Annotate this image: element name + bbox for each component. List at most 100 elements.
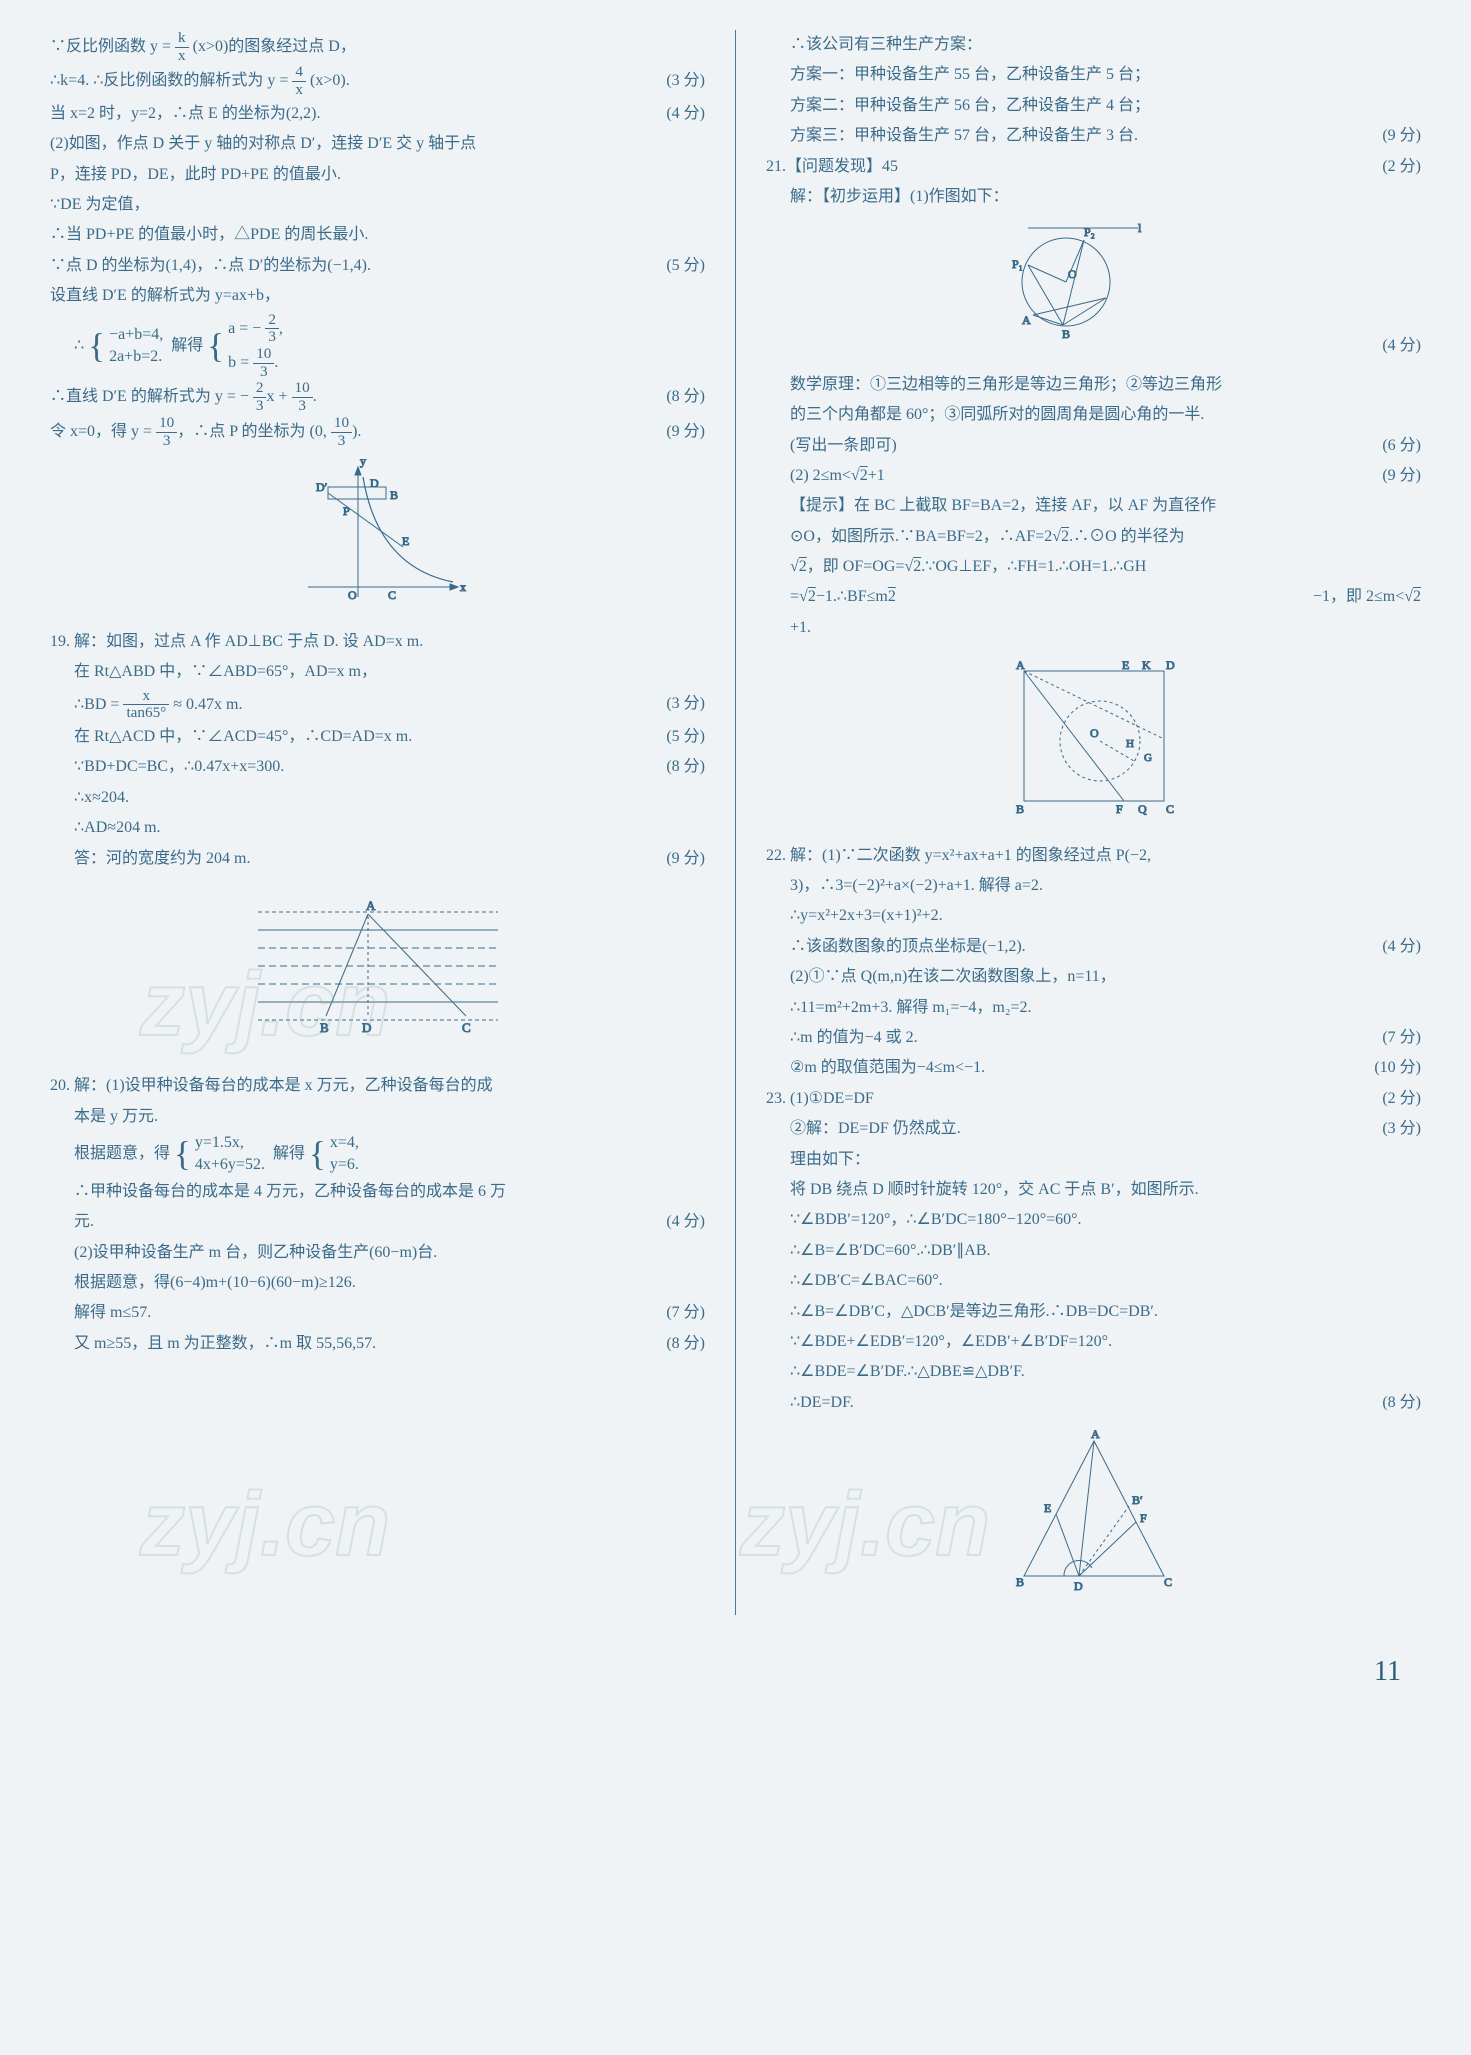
svg-text:A: A (366, 898, 376, 913)
line-text: ∴∠B=∠DB′C，△DCB′是等边三角形.∴DB=DC=DB′. (790, 1297, 1421, 1327)
text-line: ②解：DE=DF 仍然成立.(3 分) (766, 1114, 1421, 1144)
line-text: 数学原理：①三边相等的三角形是等边三角形；②等边三角形 (790, 370, 1421, 400)
line-text: ∵点 D 的坐标为(1,4)，∴点 D′的坐标为(−1,4). (50, 251, 654, 281)
svg-text:D: D (1074, 1579, 1083, 1593)
text-line: 【提示】在 BC 上截取 BF=BA=2，连接 AF，以 AF 为直径作 (766, 491, 1421, 521)
line-text: ∴∠B=∠B′DC=60°.∴DB′∥AB. (790, 1236, 1421, 1266)
line-text: 答：河的宽度约为 204 m. (74, 844, 654, 874)
line-text: ∵BD+DC=BC，∴0.47x+x=300. (74, 752, 654, 782)
svg-text:A: A (1016, 658, 1025, 672)
score-marker: (9 分) (654, 417, 705, 447)
text-line: 将 DB 绕点 D 顺时针旋转 120°，交 AC 于点 B′，如图所示. (766, 1175, 1421, 1205)
line-text: 根据题意，得(6−4)m+(10−6)(60−m)≥126. (74, 1268, 705, 1298)
svg-text:O: O (1068, 267, 1077, 281)
line-text: ∴11=m²+2m+3. 解得 m₁=−4，m₂=2. (790, 993, 1421, 1023)
line-text: 解得 m≤57. (74, 1298, 654, 1328)
score-marker: (7 分) (1370, 1023, 1421, 1053)
text-line: ∵∠BDE+∠EDB′=120°，∠EDB′+∠B′DF=120°. (766, 1327, 1421, 1357)
score-marker: (2 分) (1370, 152, 1421, 182)
score-marker: (7 分) (654, 1298, 705, 1328)
svg-text:B: B (390, 488, 398, 502)
svg-text:A: A (1091, 1427, 1100, 1441)
svg-text:B: B (1016, 1575, 1024, 1589)
line-text: =√2−1.∴BF≤m2 (790, 582, 1313, 612)
svg-text:C: C (462, 1020, 471, 1035)
line-text: 20. 解：(1)设甲种设备每台的成本是 x 万元，乙种设备每台的成 (50, 1071, 705, 1101)
score-marker: (4 分) (1370, 932, 1421, 962)
svg-text:C: C (388, 588, 396, 602)
score-marker: (10 分) (1362, 1053, 1421, 1083)
text-line: 在 Rt△ABD 中，∵∠ABD=65°，AD=x m， (50, 657, 705, 687)
text-line: 设直线 D′E 的解析式为 y=ax+b， (50, 281, 705, 311)
text-line: (2)①∵点 Q(m,n)在该二次函数图象上，n=11， (766, 962, 1421, 992)
line-text: ∴直线 D′E 的解析式为 y = − 23x + 103. (50, 380, 654, 414)
text-line: ∴11=m²+2m+3. 解得 m₁=−4，m₂=2. (766, 993, 1421, 1023)
text-line: ∴y=x²+2x+3=(x+1)²+2. (766, 901, 1421, 931)
line-text: ∴x≈204. (74, 783, 705, 813)
line-text: ∵∠BDE+∠EDB′=120°，∠EDB′+∠B′DF=120°. (790, 1327, 1421, 1357)
text-line: ∴∠BDE=∠B′DF.∴△DBE≌△DB′F. (766, 1357, 1421, 1387)
svg-text:P₂: P₂ (1084, 225, 1095, 239)
text-line: ∵BD+DC=BC，∴0.47x+x=300.(8 分) (50, 752, 705, 782)
text-line: 方案二：甲种设备生产 56 台，乙种设备生产 4 台； (766, 91, 1421, 121)
svg-text:E: E (402, 534, 409, 548)
svg-text:D: D (1166, 658, 1175, 672)
text-line: ∴x≈204. (50, 783, 705, 813)
svg-text:A: A (1022, 313, 1031, 327)
line-text: (2) 2≤m<√2+1 (790, 461, 1370, 491)
svg-text:F: F (1116, 802, 1123, 816)
text-line: 解得 m≤57.(7 分) (50, 1298, 705, 1328)
score-marker: (3 分) (654, 66, 705, 96)
text-line: ∴∠B=∠DB′C，△DCB′是等边三角形.∴DB=DC=DB′. (766, 1297, 1421, 1327)
text-line: 22. 解：(1)∵二次函数 y=x²+ax+a+1 的图象经过点 P(−2, (766, 841, 1421, 871)
score-marker: (4 分) (654, 1207, 705, 1237)
score-marker: (8 分) (654, 1329, 705, 1359)
line-text: 理由如下： (790, 1145, 1421, 1175)
line-text: 【提示】在 BC 上截取 BF=BA=2，连接 AF，以 AF 为直径作 (790, 491, 1421, 521)
line-text: 的三个内角都是 60°；③同弧所对的圆周角是圆心角的一半. (790, 400, 1421, 430)
svg-text:K: K (1142, 658, 1151, 672)
text-line: ∴AD≈204 m. (50, 813, 705, 843)
text-line: 3)，∴3=(−2)²+a×(−2)+a+1. 解得 a=2. (766, 871, 1421, 901)
svg-text:l: l (1138, 221, 1142, 235)
score-marker: (8 分) (654, 752, 705, 782)
svg-text:E: E (1044, 1501, 1051, 1515)
text-line: ∵反比例函数 y = kx (x>0)的图象经过点 D， (50, 30, 705, 64)
svg-text:G: G (1144, 752, 1152, 764)
text-line: 解：【初步运用】(1)作图如下： (766, 182, 1421, 212)
svg-text:O: O (348, 588, 357, 602)
line-text: 在 Rt△ABD 中，∵∠ABD=65°，AD=x m， (74, 657, 705, 687)
line-text: ∴AD≈204 m. (74, 813, 705, 843)
text-line: ∴∠B=∠B′DC=60°.∴DB′∥AB. (766, 1236, 1421, 1266)
svg-text:C: C (1164, 1575, 1172, 1589)
text-line: ∴m 的值为−4 或 2.(7 分) (766, 1023, 1421, 1053)
line-text: 设直线 D′E 的解析式为 y=ax+b， (50, 281, 705, 311)
text-line: ∴甲种设备每台的成本是 4 万元，乙种设备每台的成本是 6 万 (50, 1177, 705, 1207)
left-column: ∵反比例函数 y = kx (x>0)的图象经过点 D，∴k=4. ∴反比例函数… (50, 30, 705, 1615)
line-text: ∵DE 为定值， (50, 190, 705, 220)
line-text: ∴甲种设备每台的成本是 4 万元，乙种设备每台的成本是 6 万 (74, 1177, 705, 1207)
text-line: 21.【问题发现】45(2 分) (766, 152, 1421, 182)
svg-text:B: B (320, 1020, 329, 1035)
text-line: ∵∠BDB′=120°，∴∠B′DC=180°−120°=60°. (766, 1205, 1421, 1235)
svg-text:Q: Q (1138, 802, 1147, 816)
text-line: 当 x=2 时，y=2，∴点 E 的坐标为(2,2).(4 分) (50, 99, 705, 129)
diagram-graph1: y x O C D′ D B P E (50, 457, 705, 618)
line-text: ∴y=x²+2x+3=(x+1)²+2. (790, 901, 1421, 931)
line-text: ∴BD = xtan65° ≈ 0.47x m. (74, 688, 654, 722)
line-text: ∴当 PD+PE 的值最小时，△PDE 的周长最小. (50, 220, 705, 250)
text-line: ∴BD = xtan65° ≈ 0.47x m.(3 分) (50, 688, 705, 722)
text-line: 在 Rt△ACD 中，∵∠ACD=45°，∴CD=AD=x m.(5 分) (50, 722, 705, 752)
score-marker: (3 分) (1370, 1114, 1421, 1144)
line-text: 当 x=2 时，y=2，∴点 E 的坐标为(2,2). (50, 99, 654, 129)
text-line: ∴DE=DF.(8 分) (766, 1388, 1421, 1418)
line-text: (2)①∵点 Q(m,n)在该二次函数图象上，n=11， (790, 962, 1421, 992)
line-text: ②解：DE=DF 仍然成立. (790, 1114, 1370, 1144)
text-line: (2)设甲种设备生产 m 台，则乙种设备生产(60−m)台. (50, 1238, 705, 1268)
column-divider (735, 30, 736, 1615)
line-text: 在 Rt△ACD 中，∵∠ACD=45°，∴CD=AD=x m. (74, 722, 654, 752)
text-line: 19. 解：如图，过点 A 作 AD⊥BC 于点 D. 设 AD=x m. (50, 627, 705, 657)
line-text: 元. (74, 1207, 654, 1237)
line-text: ∴该函数图象的顶点坐标是(−1,2). (790, 932, 1370, 962)
text-line: (2) 2≤m<√2+1(9 分) (766, 461, 1421, 491)
